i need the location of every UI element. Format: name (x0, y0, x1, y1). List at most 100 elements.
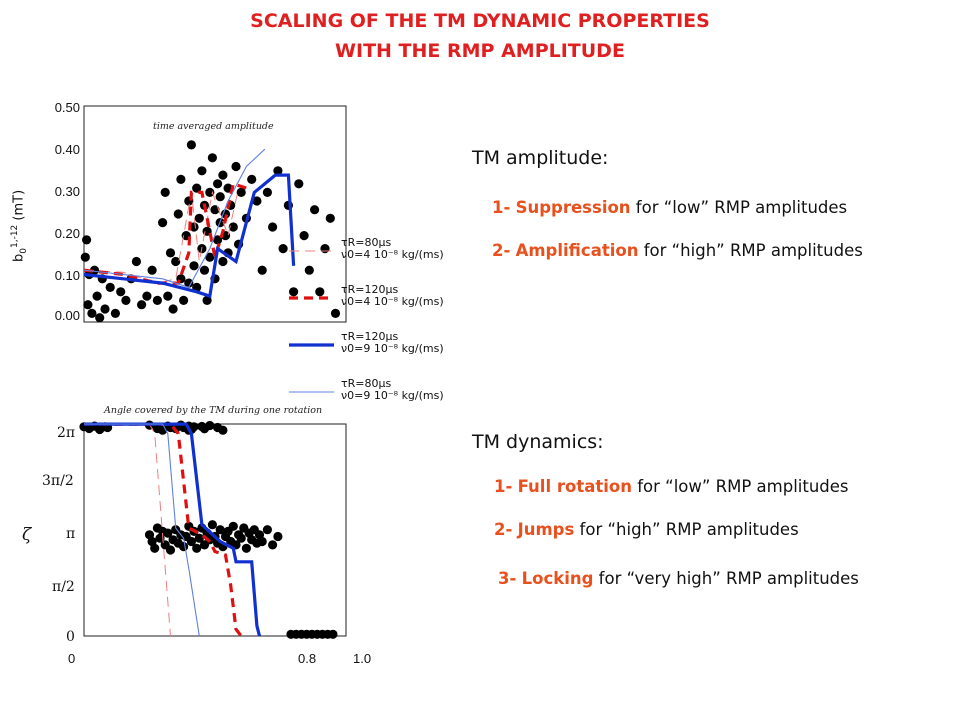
data-point (228, 222, 238, 232)
data-point (268, 540, 278, 550)
data-point (181, 531, 191, 542)
data-point (213, 538, 223, 548)
data-point (184, 421, 194, 431)
data-point (215, 525, 225, 535)
data-point (152, 523, 162, 533)
data-point (176, 274, 186, 284)
data-point (82, 235, 92, 245)
data-point (273, 531, 283, 542)
data-point (171, 525, 181, 535)
data-point (220, 531, 231, 542)
data-point (236, 187, 246, 197)
data-point (262, 525, 272, 535)
data-point (163, 291, 173, 301)
data-point (189, 422, 199, 432)
data-point (241, 543, 251, 553)
data-point (171, 256, 181, 267)
data-point (186, 140, 196, 150)
data-point (158, 218, 168, 228)
data-point (197, 421, 207, 432)
series-line-solid-thick (83, 173, 296, 299)
data-point (194, 213, 204, 223)
bottom-plot-frame (83, 423, 347, 637)
data-point (95, 313, 105, 323)
data-point (168, 535, 178, 545)
data-point (249, 525, 259, 535)
data-point (179, 542, 189, 552)
data-point (165, 545, 176, 555)
series-line-dashed-thick (83, 181, 247, 285)
data-point (160, 540, 170, 550)
data-point (110, 308, 120, 318)
data-point (257, 536, 267, 547)
data-point (205, 535, 215, 545)
dynamics-item-2: 2- Jumps for “high” RMP amplitudes (494, 520, 799, 539)
data-point (207, 153, 217, 163)
ytick-label: 0.40 (54, 142, 80, 157)
data-point (165, 248, 176, 258)
legend-tau: τR=80μs (341, 236, 392, 249)
data-point (213, 235, 223, 245)
data-point (199, 424, 210, 434)
data-point (142, 291, 152, 301)
top-y-axis-label: b01,-12 (mT) (10, 189, 29, 262)
data-point (223, 183, 233, 193)
data-point (323, 629, 333, 639)
data-point (294, 179, 304, 189)
data-point (199, 200, 210, 210)
top-plot-frame (83, 105, 347, 323)
legend-tau: τR=80μs (341, 377, 392, 390)
ytick-label: 3π/2 (42, 473, 74, 489)
data-point (150, 543, 160, 553)
data-point (302, 629, 312, 639)
data-point (210, 274, 220, 284)
data-point (218, 542, 228, 552)
ytick-label: 0.10 (54, 268, 80, 283)
series-line-dashed-thin (84, 423, 171, 637)
data-point (299, 231, 309, 241)
data-point (328, 629, 338, 639)
data-point (189, 222, 199, 232)
ytick-label: 0 (66, 629, 75, 645)
data-point (330, 308, 341, 318)
data-point (84, 423, 94, 434)
legend-tau: τR=120μs (341, 330, 399, 343)
data-point (89, 421, 100, 431)
data-point (197, 244, 207, 254)
data-point (215, 218, 225, 228)
data-point (207, 520, 217, 530)
legend-nu: ν0=9 10⁻⁸ kg/(ms) (341, 389, 444, 402)
slide-title-line2: WITH THE RMP AMPLITUDE (335, 40, 625, 62)
data-point (184, 521, 194, 531)
data-point (239, 523, 249, 533)
data-point (80, 252, 90, 262)
data-point (95, 424, 105, 435)
data-point (92, 291, 102, 301)
data-point (186, 536, 196, 547)
data-point (173, 538, 183, 548)
data-point (223, 526, 233, 537)
series-line-dashed-thin (83, 187, 240, 284)
amplitude-item-2: 2- Amplification for “high” RMP amplitud… (492, 241, 863, 260)
data-point (152, 295, 162, 305)
data-point (84, 269, 94, 280)
ytick-label: 0.00 (54, 308, 80, 323)
data-point (252, 538, 262, 548)
data-point (315, 287, 325, 297)
data-point (152, 423, 162, 434)
data-point (231, 540, 241, 550)
data-point (131, 256, 141, 267)
data-point (278, 244, 288, 254)
data-point (205, 187, 215, 197)
data-point (218, 425, 228, 435)
data-point (213, 422, 223, 433)
data-point (283, 200, 293, 210)
data-point (144, 420, 155, 430)
data-point (176, 174, 186, 184)
data-point (199, 540, 210, 550)
data-point (103, 422, 113, 433)
data-point (147, 265, 157, 275)
legend-nu: ν0=4 10⁻⁸ kg/(ms) (341, 248, 444, 261)
legend-entry: τR=120μs ν0=4 10⁻⁸ kg/(ms) (341, 284, 444, 308)
data-point (213, 179, 223, 189)
